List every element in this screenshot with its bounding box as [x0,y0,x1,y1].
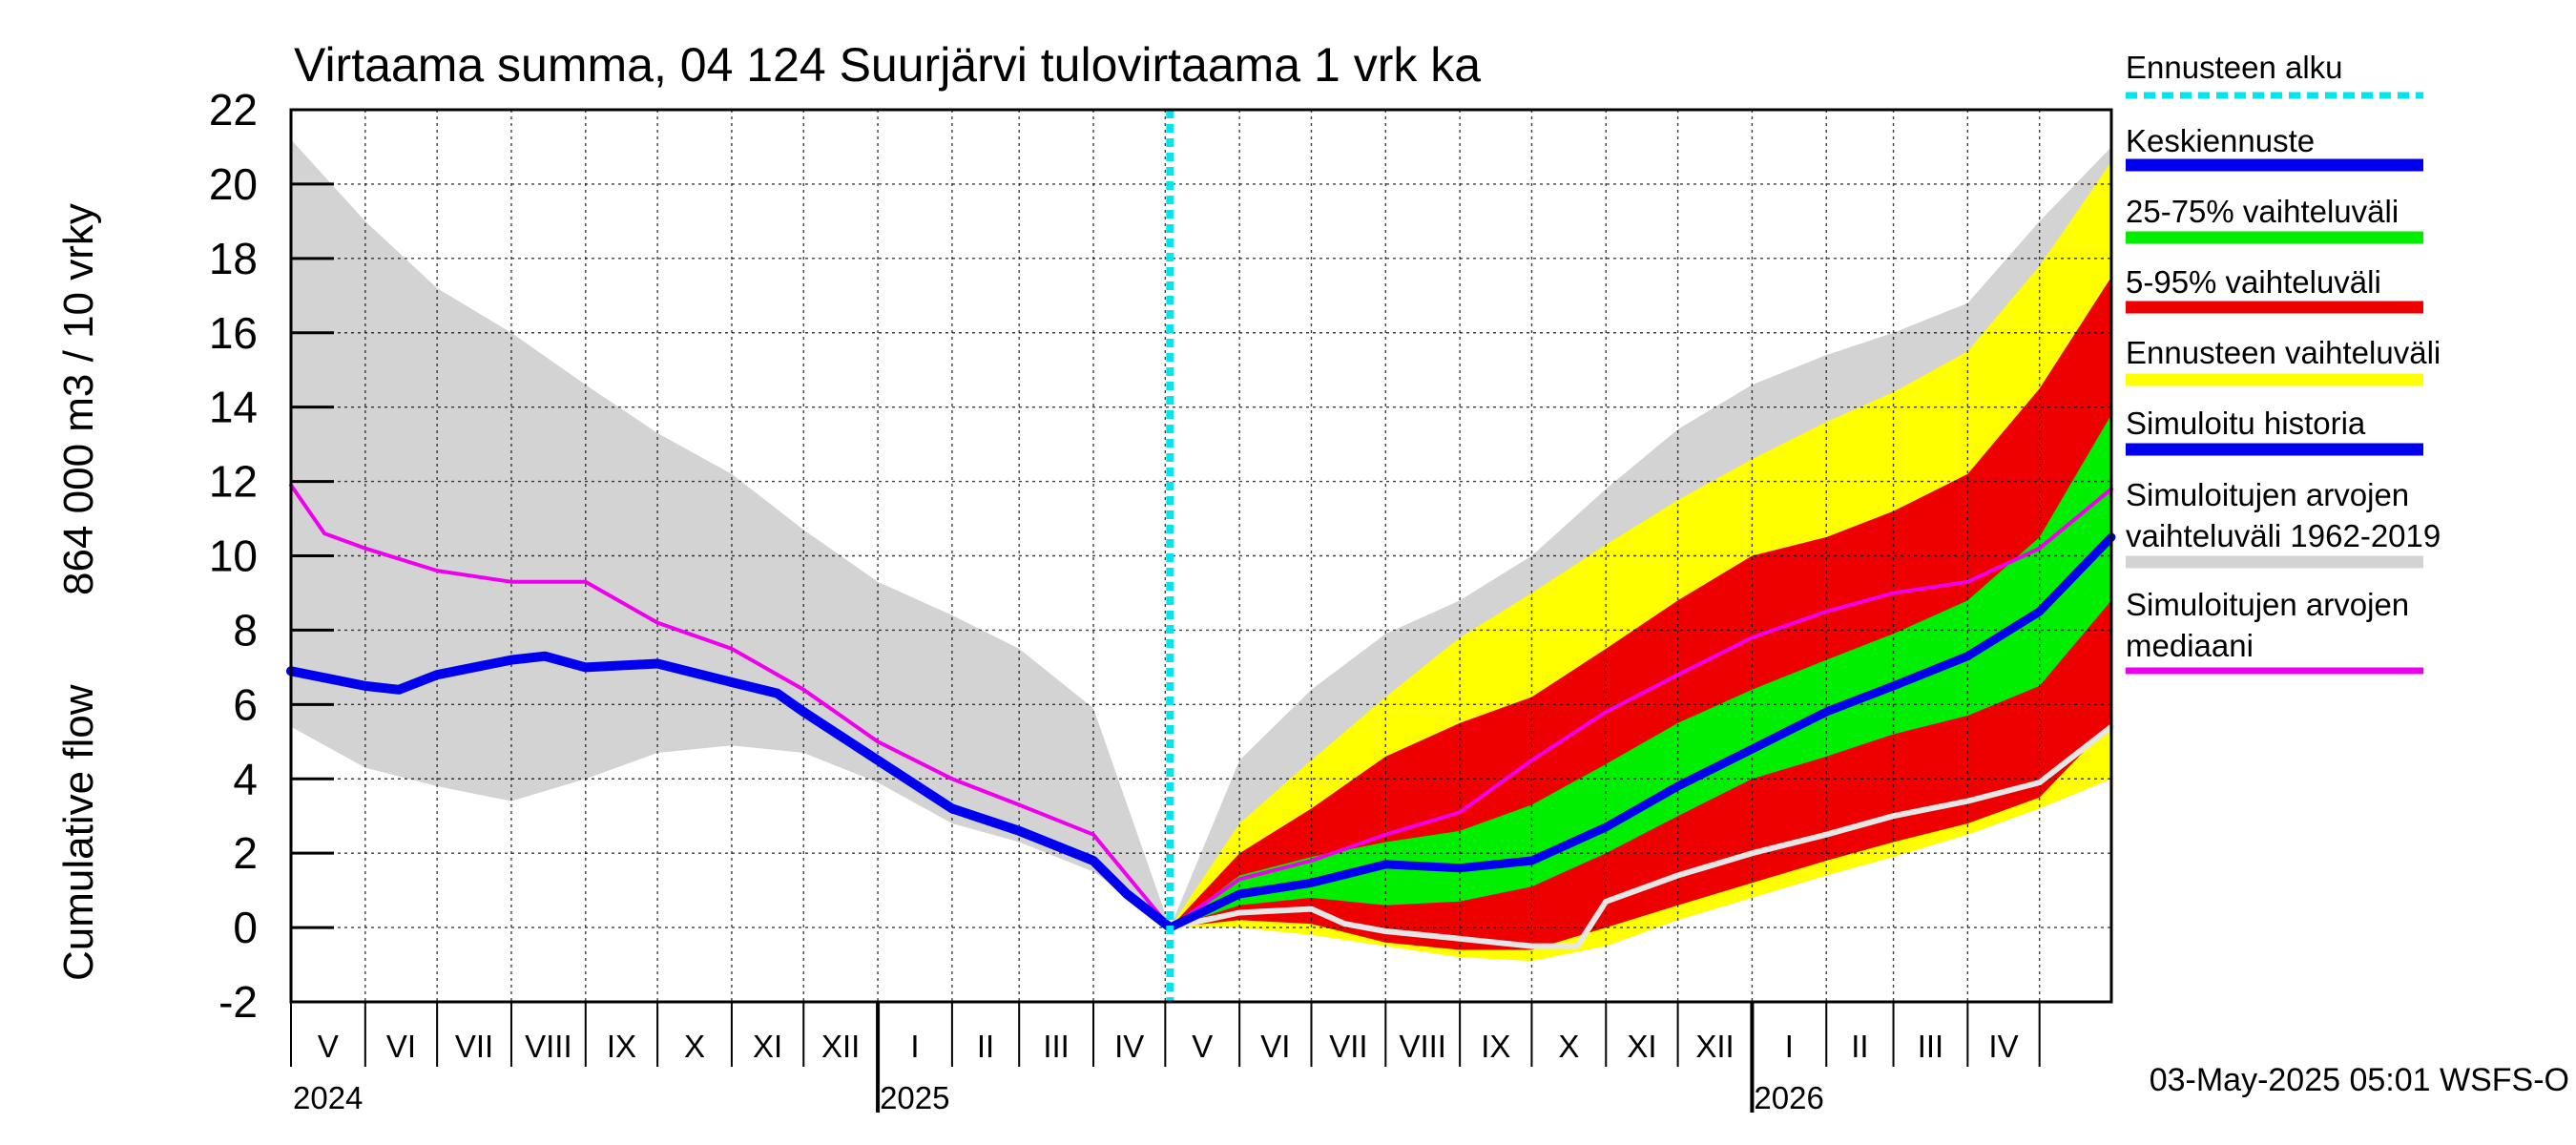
month-label: XI [1627,1029,1656,1064]
plot-area [286,109,2116,1003]
legend-label: vaihteluväli 1962-2019 [2126,518,2441,553]
y-axis-label-title: Cumulative flow [55,684,102,981]
y-tick-label: 22 [209,85,258,135]
footer-timestamp: 03-May-2025 05:01 WSFS-O [2150,1062,2569,1098]
month-label: XII [1695,1029,1734,1064]
legend-label: Ennusteen alku [2126,50,2343,85]
legend-label: Simuloitujen arvojen [2126,477,2409,512]
y-tick-label: 4 [233,754,258,803]
y-axis-label-units: 864 000 m3 / 10 vrky [55,203,102,595]
month-label: II [977,1029,994,1064]
p5-95-band [1170,277,2111,950]
y-tick-label: 6 [233,679,258,729]
y-tick-label: 16 [209,308,258,358]
mean-forecast-line [1165,532,2116,932]
year-label: 2026 [1754,1080,1823,1115]
y-tick-label: 2 [233,828,258,878]
y-tick-label: 12 [209,457,258,507]
y-tick-label: 18 [209,234,258,283]
month-label: V [318,1029,339,1064]
legend-label: Simuloitujen arvojen [2126,587,2409,622]
legend-item-p5-95: 5-95% vaihteluväli [2126,264,2423,314]
month-label: IV [1988,1029,2018,1064]
month-label: VII [455,1029,493,1064]
legend-label: Keskiennuste [2126,123,2315,158]
y-tick-label: 10 [209,531,258,581]
legend-label: Ennusteen vaihteluväli [2126,335,2441,370]
y-tick-label: 14 [209,383,258,432]
month-label: XI [753,1029,782,1064]
month-label: VIII [525,1029,572,1064]
legend-label: 25-75% vaihteluväli [2126,194,2399,229]
legend-item-mean-forecast: Keskiennuste [2126,123,2423,172]
y-tick-label: 20 [209,159,258,209]
legend-label: 5-95% vaihteluväli [2126,264,2381,300]
legend-item-forecast-start: Ennusteen alku [2126,50,2423,99]
y-tick-label: 0 [233,903,258,952]
legend-item-forecast-range: Ennusteen vaihteluväli [2126,335,2441,386]
legend-label: Simuloitu historia [2126,406,2366,441]
month-label: IX [607,1029,636,1064]
min-line [1167,723,2114,949]
month-label: IX [1481,1029,1510,1064]
month-label: I [1785,1029,1794,1064]
month-label: II [1851,1029,1868,1064]
month-label: XII [821,1029,860,1064]
year-label: 2024 [293,1080,363,1115]
month-label: VI [386,1029,416,1064]
y-tick-label: -2 [218,977,258,1027]
legend-label: mediaani [2126,628,2254,663]
month-label: IV [1114,1029,1144,1064]
legend-item-p25-75: 25-75% vaihteluväli [2126,194,2423,244]
month-label: X [1558,1029,1579,1064]
legend: Ennusteen alku Keskiennuste 25-75% vaihtel… [2126,50,2441,675]
month-label: III [1918,1029,1944,1064]
month-label: I [910,1029,919,1064]
month-label: V [1192,1029,1213,1064]
y-tick-label: 8 [233,605,258,655]
month-label: III [1043,1029,1070,1064]
month-label: VI [1260,1029,1290,1064]
legend-item-sim-range: Simuloitujen arvojen vaihteluväli 1962-20… [2126,477,2441,569]
month-label: VIII [1399,1029,1446,1064]
chart-title: Virtaama summa, 04 124 Suurjärvi tulovir… [294,38,1481,92]
year-label: 2025 [880,1080,949,1115]
simulated-history-line [286,651,1175,933]
month-label: X [684,1029,705,1064]
legend-item-simulated-history: Simuloitu historia [2126,406,2423,456]
legend-item-sim-median: Simuloitujen arvojen mediaani [2126,587,2423,675]
month-label: VII [1329,1029,1367,1064]
